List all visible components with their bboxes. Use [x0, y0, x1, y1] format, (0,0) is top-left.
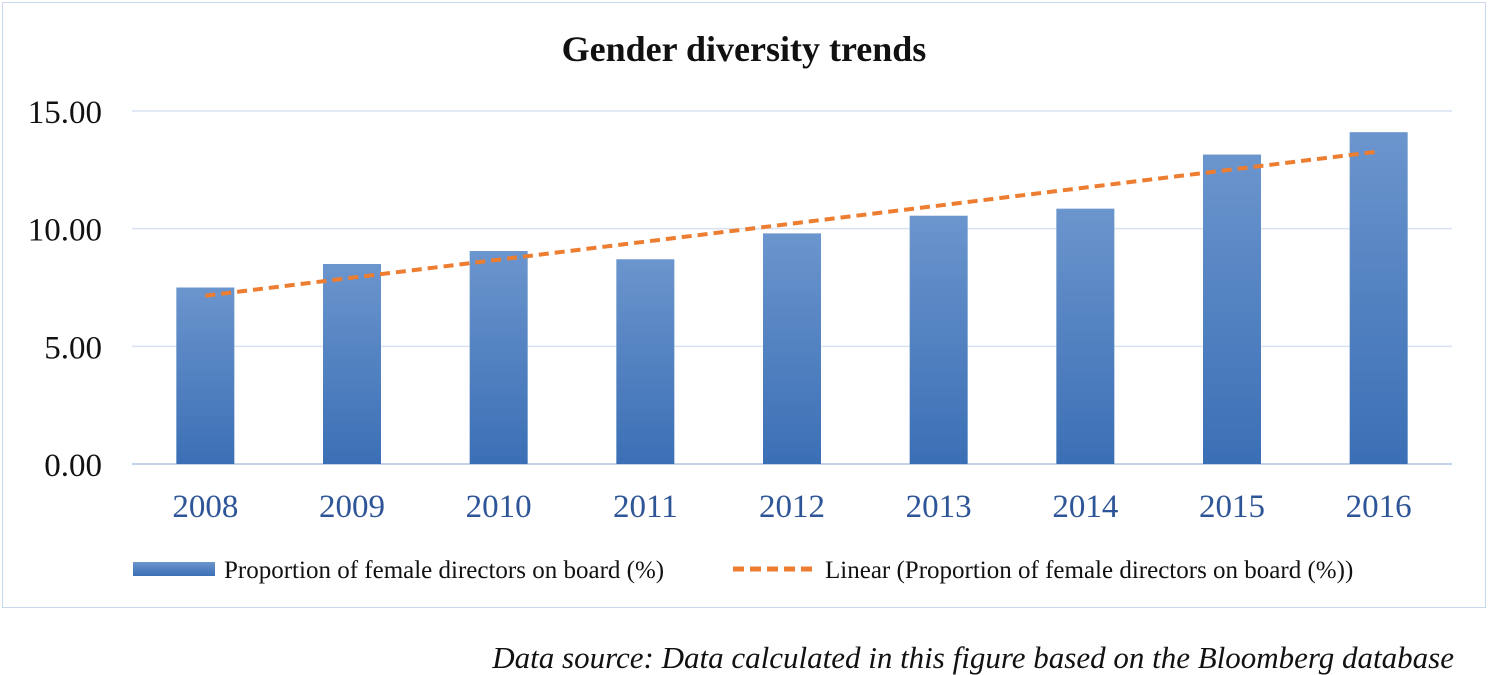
bar-2011	[616, 259, 675, 464]
x-tick-label: 2010	[466, 489, 532, 525]
legend-label-trendline: Linear (Proportion of female directors o…	[825, 557, 1353, 584]
bar-2008	[176, 287, 235, 464]
y-tick-label: 15.00	[28, 95, 102, 131]
y-tick-label: 5.00	[44, 330, 102, 366]
bar-2013	[909, 215, 968, 464]
bar-2014	[1056, 208, 1115, 464]
legend-swatch-bar	[133, 562, 215, 576]
y-tick-label: 10.00	[28, 213, 102, 249]
x-tick-label: 2014	[1052, 489, 1118, 525]
data-source-note: Data source: Data calculated in this fig…	[492, 640, 1454, 675]
chart-title: Gender diversity trends	[561, 29, 927, 69]
x-tick-label: 2008	[172, 489, 238, 525]
legend: Proportion of female directors on board …	[133, 557, 1353, 584]
x-tick-label: 2011	[613, 489, 678, 525]
x-axis-ticks: 2008 2009 2010 2011 2012 2013 2014 2015 2016	[172, 489, 1411, 525]
bar-2009	[323, 263, 381, 464]
bar-2010	[469, 251, 528, 464]
x-tick-label: 2009	[319, 489, 385, 525]
bar-2012	[763, 233, 821, 464]
bar-2016	[1349, 132, 1408, 464]
trendline-series	[205, 149, 1379, 298]
x-tick-label: 2012	[759, 489, 825, 525]
x-tick-label: 2016	[1346, 489, 1412, 525]
bar-series	[176, 132, 1408, 464]
y-axis-ticks: 0.00 5.00 10.00 15.00	[28, 95, 102, 484]
x-tick-label: 2015	[1199, 489, 1265, 525]
bar-2015	[1203, 154, 1261, 464]
legend-label-bar: Proportion of female directors on board …	[224, 557, 664, 584]
trendline	[205, 149, 1379, 298]
x-tick-label: 2013	[906, 489, 972, 525]
y-tick-label: 0.00	[44, 448, 102, 484]
